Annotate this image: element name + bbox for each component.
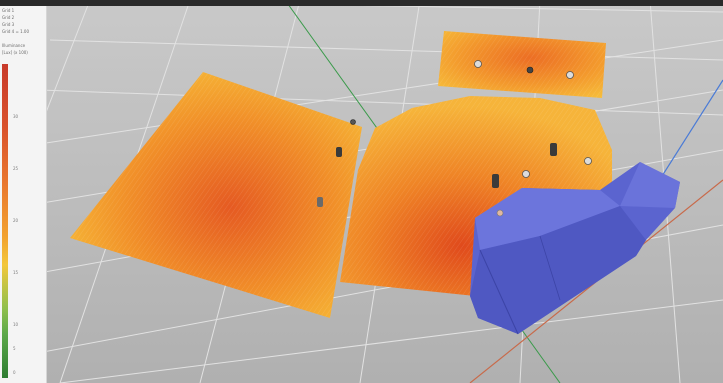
fixture-icon [317, 197, 323, 207]
fixture-icon [496, 209, 504, 217]
scale-tick-label: 5 [13, 346, 16, 351]
scale-tick-label: 15 [13, 270, 19, 275]
scale-tick-label: 0 [13, 370, 16, 375]
top-bar [0, 0, 723, 6]
info-line: Grid 1 [2, 8, 15, 13]
light-fixtures [317, 60, 592, 217]
fixture-icon [526, 66, 534, 74]
info-line: Illuminance [2, 43, 26, 48]
fixture-icon [584, 157, 592, 165]
info-line: Grid 2 [2, 15, 15, 20]
heatmap-surface-left[interactable] [70, 72, 362, 318]
fixture-icon [566, 71, 574, 79]
fixture-icon [492, 174, 499, 188]
heatmap-surface-top[interactable] [438, 31, 606, 98]
fixture-icon [350, 119, 356, 125]
legend-panel: Grid 1 Grid 2 Grid 3 Grid 4 = 1.00 Illum… [0, 6, 47, 383]
info-line: Grid 3 [2, 22, 15, 27]
scale-tick-label: 10 [13, 322, 19, 327]
fixture-icon [550, 143, 557, 156]
scale-tick-label: 20 [13, 218, 19, 223]
scale-tick-label: 25 [13, 166, 19, 171]
info-line: [Lux] (x 100) [2, 50, 28, 55]
blue-obstacle-volume[interactable] [470, 162, 680, 335]
color-scale-bar [2, 64, 8, 378]
heatmap-surface-center[interactable] [340, 96, 612, 296]
fixture-icon [522, 170, 530, 178]
info-line: Grid 4 = 1.00 [2, 29, 30, 34]
fixture-icon [474, 60, 482, 68]
fixture-icon [336, 147, 342, 157]
scale-tick-label: 30 [13, 114, 19, 119]
